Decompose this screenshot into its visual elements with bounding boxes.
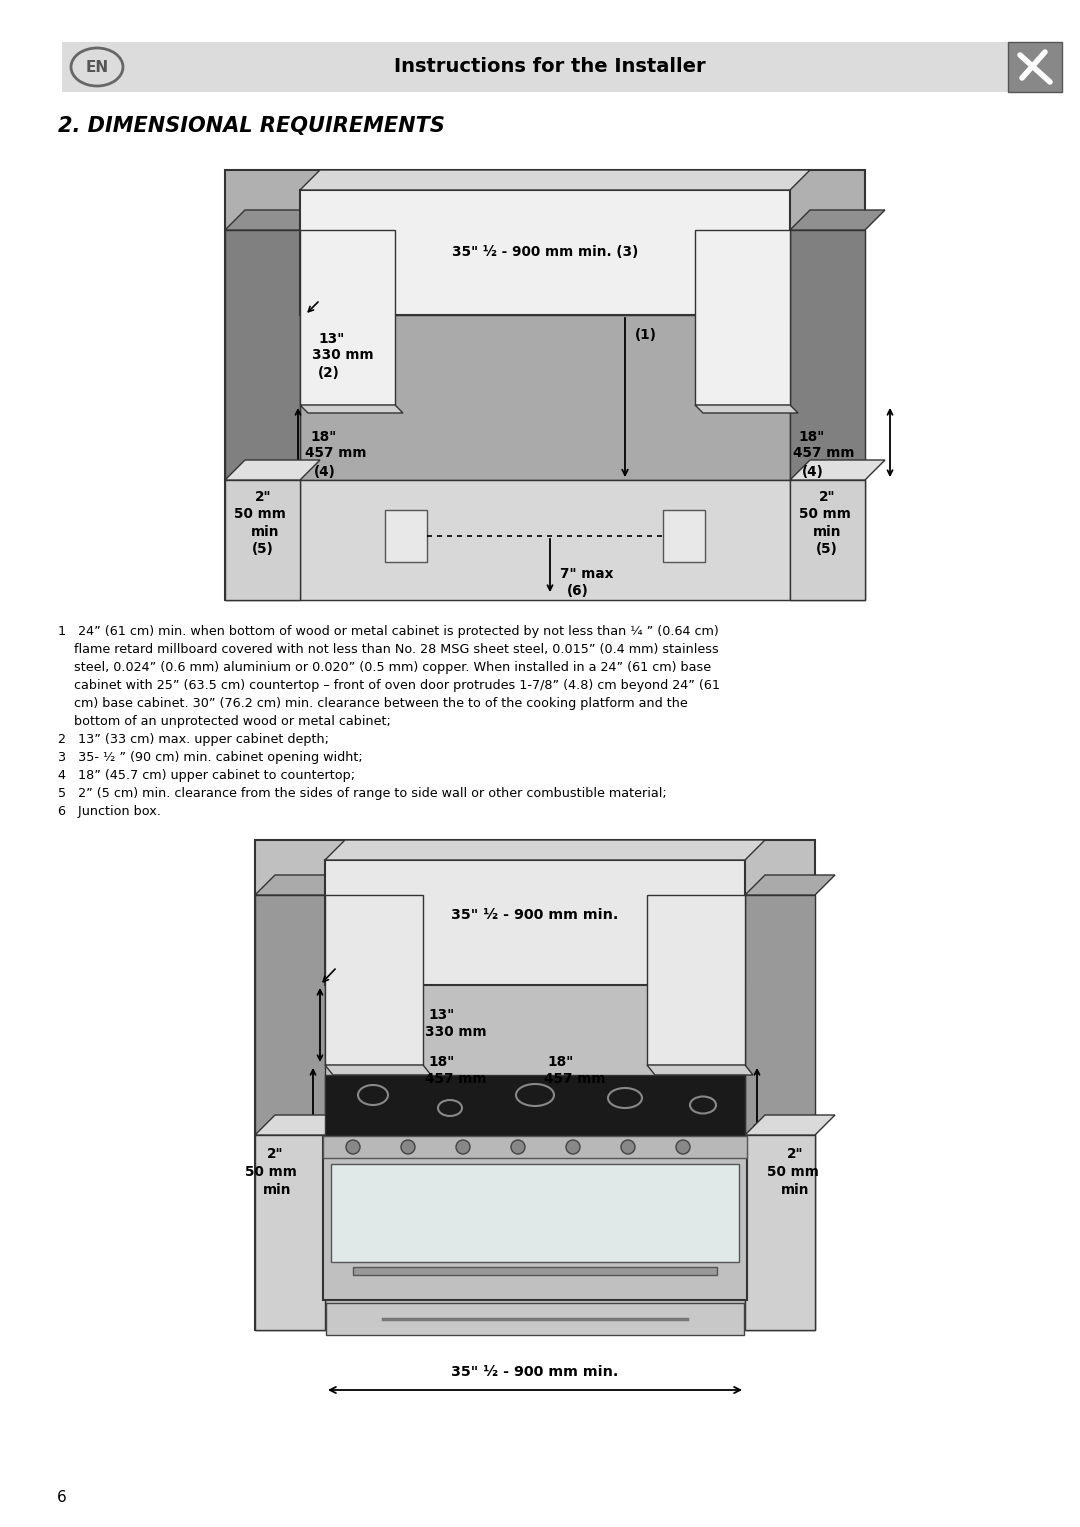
Polygon shape [745, 1115, 835, 1135]
Polygon shape [663, 510, 705, 562]
Text: 457 mm: 457 mm [305, 446, 366, 460]
Circle shape [401, 1141, 415, 1154]
Polygon shape [255, 1135, 325, 1330]
Text: 18": 18" [798, 431, 824, 444]
Polygon shape [323, 1136, 747, 1157]
Text: cabinet with 25” (63.5 cm) countertop – front of oven door protrudes 1-7/8” (4.8: cabinet with 25” (63.5 cm) countertop – … [58, 680, 720, 692]
Text: 457 mm: 457 mm [426, 1072, 486, 1086]
Text: 50 mm: 50 mm [767, 1165, 819, 1179]
Bar [1008, 43, 1062, 92]
Text: 50 mm: 50 mm [799, 507, 851, 521]
Polygon shape [647, 1064, 753, 1075]
Polygon shape [696, 231, 789, 405]
Text: flame retard millboard covered with not less than No. 28 MSG sheet steel, 0.015”: flame retard millboard covered with not … [58, 643, 719, 657]
Text: (4): (4) [314, 466, 336, 479]
Text: 6   Junction box.: 6 Junction box. [58, 805, 161, 818]
Polygon shape [789, 231, 865, 600]
Text: min: min [251, 525, 280, 539]
Text: 2. DIMENSIONAL REQUIREMENTS: 2. DIMENSIONAL REQUIREMENTS [58, 116, 445, 136]
Polygon shape [745, 895, 815, 1330]
Text: 35" ½ - 900 mm min. (3): 35" ½ - 900 mm min. (3) [451, 244, 638, 260]
Text: 50 mm: 50 mm [245, 1165, 297, 1179]
Text: min: min [262, 1183, 292, 1197]
Polygon shape [326, 1303, 744, 1335]
Circle shape [566, 1141, 580, 1154]
Text: Instructions for the Installer: Instructions for the Installer [394, 58, 706, 76]
Text: 2": 2" [819, 490, 835, 504]
Text: 1   24” (61 cm) min. when bottom of wood or metal cabinet is protected by not le: 1 24” (61 cm) min. when bottom of wood o… [58, 625, 719, 638]
Polygon shape [696, 405, 798, 412]
Text: (6): (6) [567, 583, 589, 599]
Text: 13": 13" [428, 1008, 455, 1022]
Text: (5): (5) [252, 542, 274, 556]
Text: 2": 2" [786, 1147, 804, 1161]
Polygon shape [300, 169, 810, 189]
Circle shape [621, 1141, 635, 1154]
Text: cm) base cabinet. 30” (76.2 cm) min. clearance between the to of the cooking pla: cm) base cabinet. 30” (76.2 cm) min. cle… [58, 696, 688, 710]
Text: (4): (4) [802, 466, 824, 479]
Polygon shape [325, 840, 765, 860]
Polygon shape [325, 1075, 745, 1136]
Polygon shape [384, 510, 427, 562]
Polygon shape [789, 460, 885, 479]
Text: 7" max: 7" max [561, 567, 613, 580]
Polygon shape [353, 1267, 717, 1275]
Polygon shape [745, 1135, 815, 1330]
Text: 457 mm: 457 mm [793, 446, 854, 460]
Circle shape [346, 1141, 360, 1154]
Polygon shape [255, 840, 815, 1330]
Text: 5   2” (5 cm) min. clearance from the sides of range to side wall or other combu: 5 2” (5 cm) min. clearance from the side… [58, 786, 666, 800]
Polygon shape [789, 479, 865, 600]
Circle shape [511, 1141, 525, 1154]
Circle shape [456, 1141, 470, 1154]
Text: 18": 18" [546, 1055, 573, 1069]
Polygon shape [323, 1136, 747, 1299]
Text: 330 mm: 330 mm [426, 1025, 487, 1038]
Text: 6: 6 [57, 1490, 67, 1506]
Polygon shape [789, 211, 885, 231]
Polygon shape [647, 895, 745, 1064]
Text: (1): (1) [635, 328, 657, 342]
Text: 35" ½ - 900 mm min.: 35" ½ - 900 mm min. [451, 1365, 619, 1379]
Text: 3   35- ½ ” (90 cm) min. cabinet opening widht;: 3 35- ½ ” (90 cm) min. cabinet opening w… [58, 751, 363, 764]
Text: 18": 18" [310, 431, 336, 444]
Polygon shape [225, 460, 320, 479]
Text: 50 mm: 50 mm [234, 507, 286, 521]
Text: min: min [781, 1183, 809, 1197]
Text: 13": 13" [318, 331, 345, 347]
Text: (2): (2) [318, 366, 340, 380]
Text: 4   18” (45.7 cm) upper cabinet to countertop;: 4 18” (45.7 cm) upper cabinet to counter… [58, 770, 355, 782]
Circle shape [676, 1141, 690, 1154]
Polygon shape [325, 860, 745, 985]
Polygon shape [255, 875, 345, 895]
Polygon shape [225, 479, 300, 600]
Polygon shape [300, 189, 789, 315]
Polygon shape [255, 1115, 345, 1135]
Text: 18": 18" [428, 1055, 455, 1069]
Text: 457 mm: 457 mm [544, 1072, 606, 1086]
Polygon shape [325, 895, 423, 1064]
Polygon shape [225, 211, 320, 231]
Text: 2   13” (33 cm) max. upper cabinet depth;: 2 13” (33 cm) max. upper cabinet depth; [58, 733, 329, 747]
Polygon shape [300, 315, 789, 479]
Text: 2": 2" [267, 1147, 283, 1161]
Text: 330 mm: 330 mm [312, 348, 374, 362]
Text: min: min [813, 525, 841, 539]
Polygon shape [225, 169, 865, 600]
Text: (5): (5) [816, 542, 838, 556]
Text: 35" ½ - 900 mm min.: 35" ½ - 900 mm min. [451, 909, 619, 922]
Polygon shape [300, 231, 395, 405]
Text: 2": 2" [255, 490, 271, 504]
Polygon shape [330, 1164, 739, 1261]
Polygon shape [300, 405, 403, 412]
Text: steel, 0.024” (0.6 mm) aluminium or 0.020” (0.5 mm) copper. When installed in a : steel, 0.024” (0.6 mm) aluminium or 0.02… [58, 661, 711, 673]
Bar [62, 43, 1020, 92]
Polygon shape [255, 895, 325, 1330]
Polygon shape [325, 1064, 431, 1075]
Polygon shape [225, 231, 300, 600]
Polygon shape [745, 875, 835, 895]
Text: bottom of an unprotected wood or metal cabinet;: bottom of an unprotected wood or metal c… [58, 715, 391, 728]
Text: EN: EN [85, 60, 109, 75]
Polygon shape [300, 479, 789, 600]
